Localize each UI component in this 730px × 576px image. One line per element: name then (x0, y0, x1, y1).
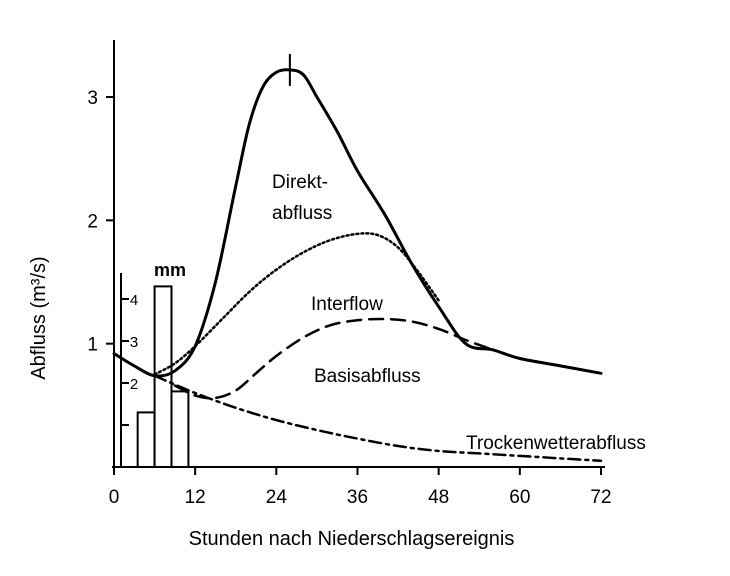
direktabfluss-line (112, 68, 603, 378)
y-axis-title: Abfluss (m³/s) (28, 256, 50, 379)
direktabfluss-label: Direkt- (272, 172, 328, 193)
rain-tick-label: 2 (130, 376, 138, 393)
basisabfluss-line (173, 317, 495, 400)
x-tick-label: 60 (509, 487, 530, 508)
x-axis-title: Stunden nach Niederschlagsereignis (189, 528, 515, 550)
x-tick-label: 72 (590, 487, 611, 508)
y-tick-label: 3 (87, 88, 98, 109)
x-tick-label: 48 (428, 487, 449, 508)
x-tick-label: 36 (347, 487, 368, 508)
rain-tick-label: 4 (130, 292, 138, 309)
rain-tick-label: 3 (130, 334, 138, 351)
y-tick-label: 2 (87, 211, 98, 232)
basisabfluss-label: Basisabfluss (314, 366, 421, 387)
interflow-label: Interflow (311, 294, 383, 315)
direktabfluss-label: abfluss (272, 203, 332, 224)
rain-bar (170, 390, 190, 468)
rain-unit-label: mm (154, 260, 186, 280)
x-tick-label: 24 (266, 487, 288, 508)
rain-bar (136, 411, 156, 468)
trockenwetterabfluss-label: Trockenwetterabfluss (466, 433, 646, 454)
curve-labels-group: Direkt-abfluss Interflow Basisabfluss Trock… (272, 172, 646, 454)
y-tick-label: 1 (87, 335, 98, 356)
trockenwetterabfluss-line (153, 374, 603, 463)
interflow-line (153, 232, 440, 376)
x-tick-label: 0 (109, 487, 120, 508)
x-tick-label: 12 (185, 487, 206, 508)
curves-group (112, 53, 603, 463)
